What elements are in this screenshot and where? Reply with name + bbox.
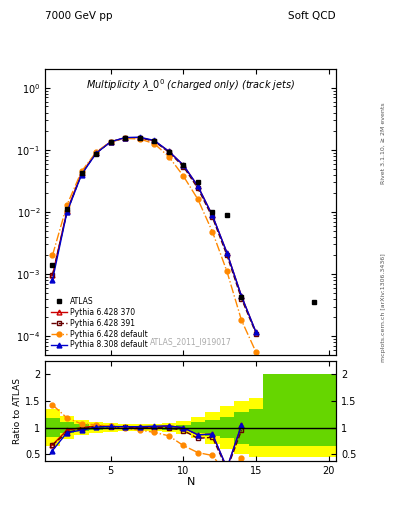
Pythia 6.428 370 [239, 293, 244, 299]
Pythia 8.308 default [196, 183, 200, 189]
Pythia 6.428 default [210, 229, 215, 235]
Pythia 8.308 default [50, 277, 55, 283]
Pythia 6.428 370 [225, 250, 230, 256]
Pythia 6.428 default [50, 252, 55, 259]
Pythia 6.428 370 [152, 138, 156, 144]
ATLAS [312, 300, 317, 306]
Text: mcplots.cern.ch [arXiv:1306.3436]: mcplots.cern.ch [arXiv:1306.3436] [381, 253, 386, 361]
ATLAS [210, 209, 215, 215]
Pythia 6.428 370 [181, 162, 186, 168]
Line: Pythia 6.428 391: Pythia 6.428 391 [50, 135, 259, 336]
ATLAS [196, 179, 200, 185]
Pythia 6.428 370 [210, 212, 215, 219]
Pythia 6.428 default [64, 202, 70, 208]
Pythia 6.428 default [138, 136, 142, 142]
Pythia 6.428 370 [64, 207, 70, 214]
Pythia 8.308 default [152, 137, 156, 143]
Pythia 6.428 391 [50, 272, 55, 279]
Pythia 8.308 default [138, 134, 142, 140]
Pythia 8.308 default [64, 209, 70, 215]
Line: Pythia 6.428 default: Pythia 6.428 default [50, 136, 259, 355]
Pythia 6.428 391 [167, 149, 171, 155]
Text: Rivet 3.1.10, ≥ 2M events: Rivet 3.1.10, ≥ 2M events [381, 102, 386, 184]
ATLAS [152, 138, 156, 144]
Pythia 6.428 default [108, 139, 113, 145]
ATLAS [94, 151, 99, 157]
ATLAS [123, 135, 128, 141]
Line: ATLAS: ATLAS [50, 135, 317, 305]
Pythia 6.428 391 [64, 209, 70, 215]
Pythia 6.428 391 [239, 296, 244, 302]
Pythia 6.428 370 [138, 135, 142, 141]
Pythia 8.308 default [181, 162, 186, 168]
Text: Multiplicity $\lambda\_0^0$ (charged only) (track jets): Multiplicity $\lambda\_0^0$ (charged onl… [86, 78, 295, 94]
Pythia 6.428 default [167, 154, 171, 160]
Pythia 6.428 370 [79, 170, 84, 176]
ATLAS [225, 212, 230, 218]
Pythia 6.428 391 [138, 135, 142, 141]
Text: 7000 GeV pp: 7000 GeV pp [45, 11, 113, 22]
Pythia 6.428 391 [254, 330, 259, 336]
ATLAS [167, 149, 171, 155]
Pythia 6.428 391 [152, 138, 156, 144]
Pythia 6.428 default [123, 135, 128, 141]
Pythia 6.428 370 [254, 329, 259, 335]
ATLAS [239, 294, 244, 301]
Pythia 6.428 370 [123, 135, 128, 141]
ATLAS [108, 139, 113, 145]
Pythia 6.428 default [181, 173, 186, 179]
Pythia 6.428 default [254, 349, 259, 355]
Legend: ATLAS, Pythia 6.428 370, Pythia 6.428 391, Pythia 6.428 default, Pythia 8.308 de: ATLAS, Pythia 6.428 370, Pythia 6.428 39… [49, 295, 150, 351]
Pythia 6.428 370 [50, 272, 55, 279]
ATLAS [64, 206, 70, 212]
Pythia 8.308 default [167, 148, 171, 154]
Pythia 6.428 391 [181, 163, 186, 169]
Pythia 6.428 391 [196, 185, 200, 191]
Text: ATLAS_2011_I919017: ATLAS_2011_I919017 [150, 337, 231, 346]
Pythia 6.428 370 [108, 139, 113, 145]
Pythia 6.428 370 [196, 183, 200, 189]
Pythia 6.428 default [79, 168, 84, 175]
Pythia 8.308 default [79, 172, 84, 178]
Text: Soft QCD: Soft QCD [288, 11, 336, 22]
Pythia 6.428 391 [79, 171, 84, 177]
Pythia 6.428 391 [225, 252, 230, 259]
ATLAS [138, 135, 142, 141]
Pythia 6.428 default [94, 149, 99, 155]
Pythia 6.428 default [225, 268, 230, 274]
Pythia 6.428 391 [123, 135, 128, 141]
Pythia 8.308 default [108, 139, 113, 145]
Pythia 8.308 default [239, 293, 244, 299]
Pythia 6.428 default [239, 317, 244, 324]
Y-axis label: Ratio to ATLAS: Ratio to ATLAS [13, 378, 22, 444]
Line: Pythia 8.308 default: Pythia 8.308 default [50, 135, 259, 335]
X-axis label: N: N [186, 477, 195, 487]
Pythia 8.308 default [210, 212, 215, 219]
Pythia 6.428 391 [108, 139, 113, 145]
Pythia 6.428 370 [94, 150, 99, 156]
Pythia 6.428 391 [94, 150, 99, 156]
Pythia 6.428 default [196, 196, 200, 202]
Pythia 6.428 default [152, 141, 156, 147]
Line: Pythia 6.428 370: Pythia 6.428 370 [50, 135, 259, 335]
Pythia 8.308 default [254, 329, 259, 335]
Pythia 8.308 default [94, 150, 99, 156]
ATLAS [181, 162, 186, 168]
Pythia 6.428 370 [167, 148, 171, 154]
ATLAS [50, 262, 55, 268]
Pythia 8.308 default [225, 250, 230, 256]
ATLAS [79, 170, 84, 176]
Pythia 8.308 default [123, 135, 128, 141]
Pythia 6.428 391 [210, 214, 215, 220]
